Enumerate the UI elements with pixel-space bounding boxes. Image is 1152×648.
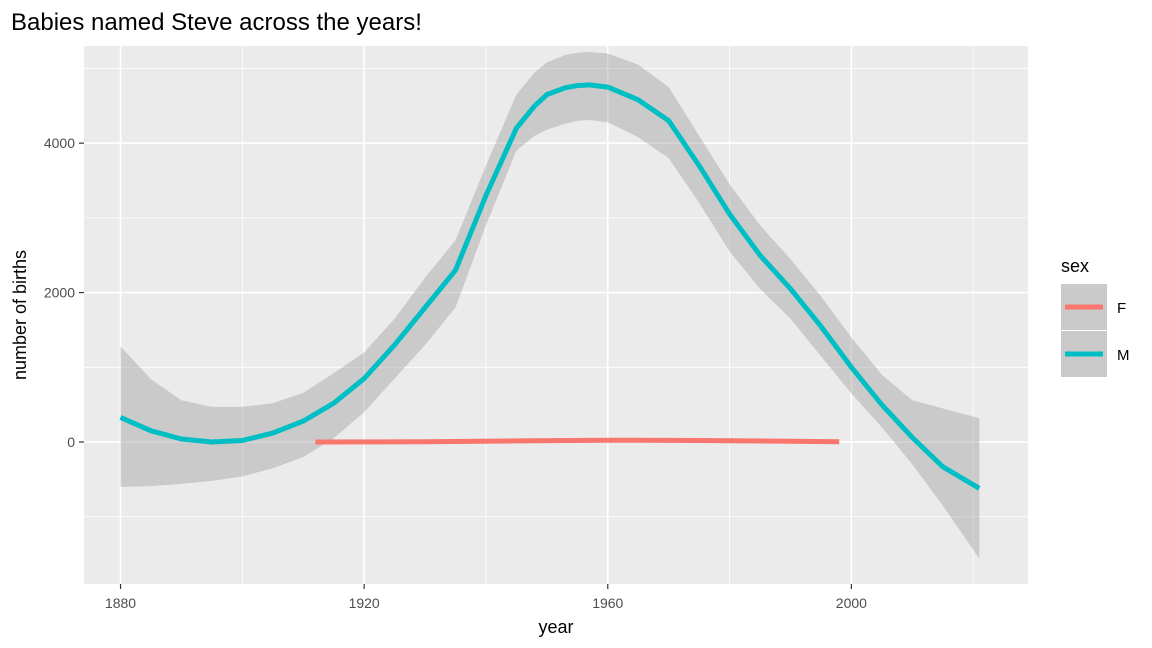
y-axis-ticks: 0 2000 4000 <box>44 135 84 450</box>
y-tick-label: 2000 <box>44 285 75 301</box>
x-tick-label: 1880 <box>105 595 136 611</box>
ribbon-M <box>120 52 980 559</box>
x-axis-ticks: 1880 1920 1960 2000 <box>105 584 867 611</box>
x-tick-label: 1920 <box>349 595 380 611</box>
y-tick-label: 0 <box>67 434 75 450</box>
legend-title: sex <box>1061 256 1089 276</box>
legend: sex FM <box>1061 256 1130 377</box>
legend-label: F <box>1117 300 1126 317</box>
confidence-ribbons <box>120 52 980 559</box>
chart-title: Babies named Steve across the years! <box>11 9 422 36</box>
y-axis-label: number of births <box>10 250 30 380</box>
series-line-F <box>315 437 840 445</box>
x-tick-label: 2000 <box>836 595 867 611</box>
x-axis-label: year <box>538 617 573 637</box>
x-tick-label: 1960 <box>592 595 623 611</box>
y-tick-label: 4000 <box>44 135 75 151</box>
grid-major <box>84 46 1028 584</box>
grid-minor <box>84 46 1028 584</box>
series-lines <box>119 82 981 491</box>
legend-label: M <box>1117 347 1130 364</box>
legend-keys: FM <box>1061 284 1130 377</box>
series-line-M <box>119 82 981 491</box>
plot-panel <box>84 46 1028 584</box>
